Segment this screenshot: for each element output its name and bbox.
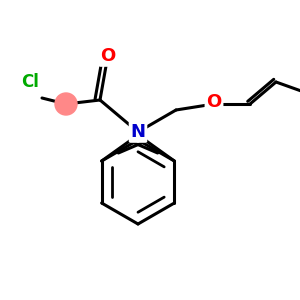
Text: Cl: Cl	[21, 73, 39, 91]
Text: N: N	[130, 123, 146, 141]
Text: O: O	[206, 93, 222, 111]
Text: O: O	[100, 47, 116, 65]
Circle shape	[55, 93, 77, 115]
